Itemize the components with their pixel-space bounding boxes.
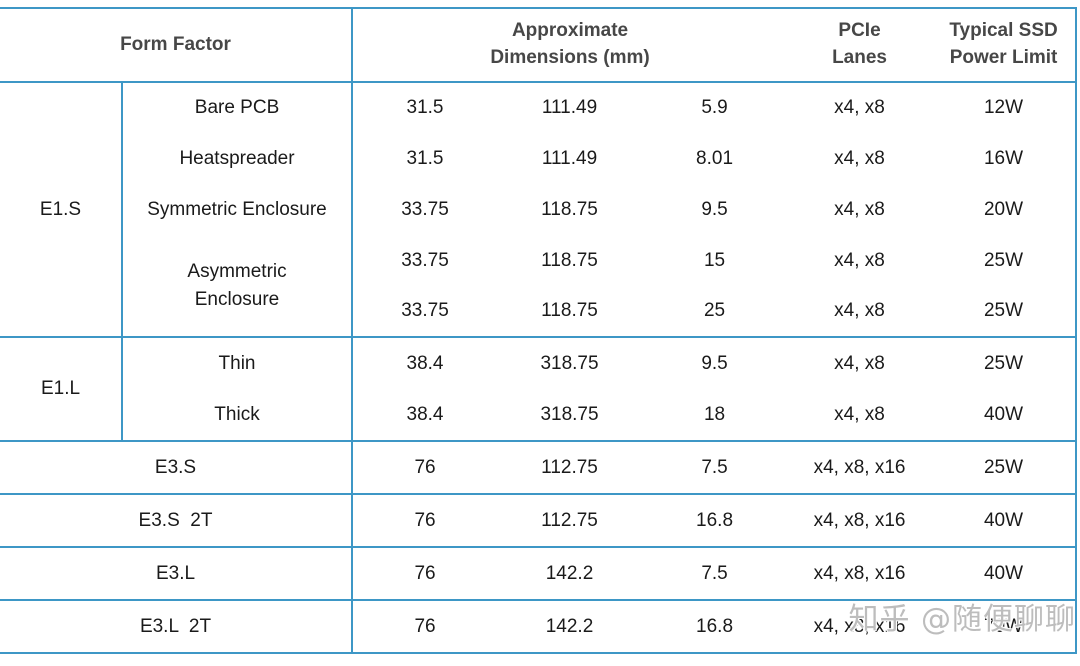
- cell-subtype: Symmetric Enclosure: [122, 184, 354, 235]
- table-row: E3.L 2T 76 142.2 16.8 x4, x8, x16 70W: [0, 600, 1076, 653]
- row-label-e3s: E3.S: [0, 441, 354, 494]
- cell-height: 5.9: [701, 97, 728, 119]
- section-e1s: E1.S Bare PCB 31.5 111.49 5.9 x4, x8 12W…: [0, 82, 1077, 337]
- cell-power: 25W: [983, 352, 1024, 374]
- section-e3s: E3.S 76 112.75 7.5 x4, x8, x16 25W: [0, 441, 1077, 494]
- cell-power: 25W: [983, 249, 1024, 271]
- cell-height: 7.5: [701, 562, 728, 584]
- section-e1l: E1.L Thin 38.4 318.75 9.5 x4, x8 25W Thi…: [0, 337, 1077, 441]
- header-dimensions: Approximate Dimensions (mm): [490, 20, 650, 68]
- cell-power: 40W: [983, 403, 1024, 425]
- cell-height: 16.8: [696, 509, 734, 531]
- table-row: E3.S 76 112.75 7.5 x4, x8, x16 25W: [0, 441, 1076, 494]
- cell-lanes: x4, x8: [834, 300, 885, 322]
- cell-power: 25W: [983, 456, 1024, 478]
- cell-height: 18: [703, 403, 726, 425]
- section-e3l-2t: E3.L 2T 76 142.2 16.8 x4, x8, x16 70W: [0, 600, 1077, 653]
- cell-length: 111.49: [541, 147, 598, 169]
- header-pcie-lanes: PCIe Lanes: [832, 20, 887, 68]
- row-label-e3l: E3.L: [0, 547, 354, 600]
- cell-height: 25: [703, 300, 726, 322]
- cell-length: 118.75: [541, 249, 598, 271]
- table-row: Heatspreader 31.5 111.49 8.01 x4, x8 16W: [0, 133, 1076, 184]
- form-factor-table: Form Factor Approximate Dimensions (mm) …: [0, 7, 1078, 654]
- cell-height: 15: [703, 249, 726, 271]
- cell-width: 33.75: [401, 300, 449, 322]
- cell-height: 7.5: [701, 456, 728, 478]
- row-label-e3s-2t: E3.S 2T: [0, 494, 354, 547]
- cell-width: 76: [414, 562, 436, 584]
- section-e3s-2t: E3.S 2T 76 112.75 16.8 x4, x8, x16 40W: [0, 494, 1077, 547]
- table-row: 33.75 118.75 25 x4, x8 25W: [0, 286, 1076, 337]
- cell-power: 40W: [983, 562, 1024, 584]
- cell-lanes: x4, x8, x16: [813, 615, 906, 637]
- cell-height: 16.8: [696, 615, 734, 637]
- cell-subtype: Bare PCB: [122, 82, 354, 133]
- cell-width: 31.5: [406, 97, 444, 119]
- cell-lanes: x4, x8: [834, 249, 885, 271]
- cell-width: 31.5: [406, 147, 444, 169]
- table-row: E3.S 2T 76 112.75 16.8 x4, x8, x16 40W: [0, 494, 1076, 547]
- row-label-e1l: E1.L: [0, 337, 123, 441]
- cell-width: 76: [414, 456, 436, 478]
- table-row: E1.S Bare PCB 31.5 111.49 5.9 x4, x8 12W: [0, 82, 1076, 337]
- header-row: Form Factor Approximate Dimensions (mm) …: [0, 8, 1076, 82]
- section-e3l: E3.L 76 142.2 7.5 x4, x8, x16 40W: [0, 547, 1077, 600]
- cell-length: 142.2: [545, 562, 594, 584]
- cell-power: 16W: [983, 147, 1024, 169]
- cell-lanes: x4, x8: [834, 147, 885, 169]
- cell-length: 112.75: [541, 509, 598, 531]
- cell-subtype: Heatspreader: [122, 133, 354, 184]
- cell-length: 111.49: [541, 97, 598, 119]
- cell-subtype-asymmetric: Asymmetric Enclosure: [122, 235, 354, 337]
- cell-width: 33.75: [401, 198, 449, 220]
- table-row: Thick 38.4 318.75 18 x4, x8 40W: [0, 389, 1076, 441]
- cell-lanes: x4, x8: [834, 403, 885, 425]
- cell-power: 70W: [983, 615, 1024, 637]
- table-row: E3.L 76 142.2 7.5 x4, x8, x16 40W: [0, 547, 1076, 600]
- cell-lanes: x4, x8: [834, 97, 885, 119]
- cell-width: 76: [414, 615, 436, 637]
- cell-width: 33.75: [401, 249, 449, 271]
- cell-lanes: x4, x8, x16: [813, 509, 906, 531]
- table-row: Symmetric Enclosure 33.75 118.75 9.5 x4,…: [0, 184, 1076, 235]
- cell-power: 25W: [983, 300, 1024, 322]
- cell-height: 8.01: [696, 147, 734, 169]
- cell-subtype: Thin: [122, 337, 354, 389]
- zhihu-watermark: 知乎 @随便聊聊: [848, 602, 1076, 637]
- cell-lanes: x4, x8: [834, 352, 885, 374]
- cell-length: 118.75: [541, 300, 598, 322]
- cell-width: 76: [414, 509, 436, 531]
- cell-length: 142.2: [545, 615, 594, 637]
- cell-power: 12W: [983, 97, 1024, 119]
- row-label-e3l-2t: E3.L 2T: [0, 600, 354, 653]
- cell-subtype: Thick: [122, 389, 354, 441]
- cell-height: 9.5: [701, 198, 728, 220]
- table-row: E1.L Thin 38.4 318.75 9.5 x4, x8 25W: [0, 337, 1076, 441]
- cell-width: 38.4: [406, 352, 444, 374]
- cell-length: 118.75: [541, 198, 598, 220]
- cell-length: 112.75: [541, 456, 598, 478]
- cell-power: 40W: [983, 509, 1024, 531]
- cell-length: 318.75: [540, 403, 599, 425]
- header-power-limit: Typical SSD Power Limit: [949, 20, 1058, 68]
- table-row: Asymmetric Enclosure 33.75 118.75 15 x4,…: [0, 235, 1076, 337]
- cell-height: 9.5: [701, 352, 728, 374]
- cell-width: 38.4: [406, 403, 444, 425]
- cell-lanes: x4, x8, x16: [813, 562, 906, 584]
- cell-lanes: x4, x8: [834, 198, 885, 220]
- row-label-e1s: E1.S: [0, 82, 123, 337]
- cell-lanes: x4, x8, x16: [813, 456, 906, 478]
- table-header: Form Factor Approximate Dimensions (mm) …: [0, 8, 1077, 82]
- header-form-factor: Form Factor: [0, 8, 354, 82]
- cell-power: 20W: [983, 198, 1024, 220]
- cell-length: 318.75: [540, 352, 599, 374]
